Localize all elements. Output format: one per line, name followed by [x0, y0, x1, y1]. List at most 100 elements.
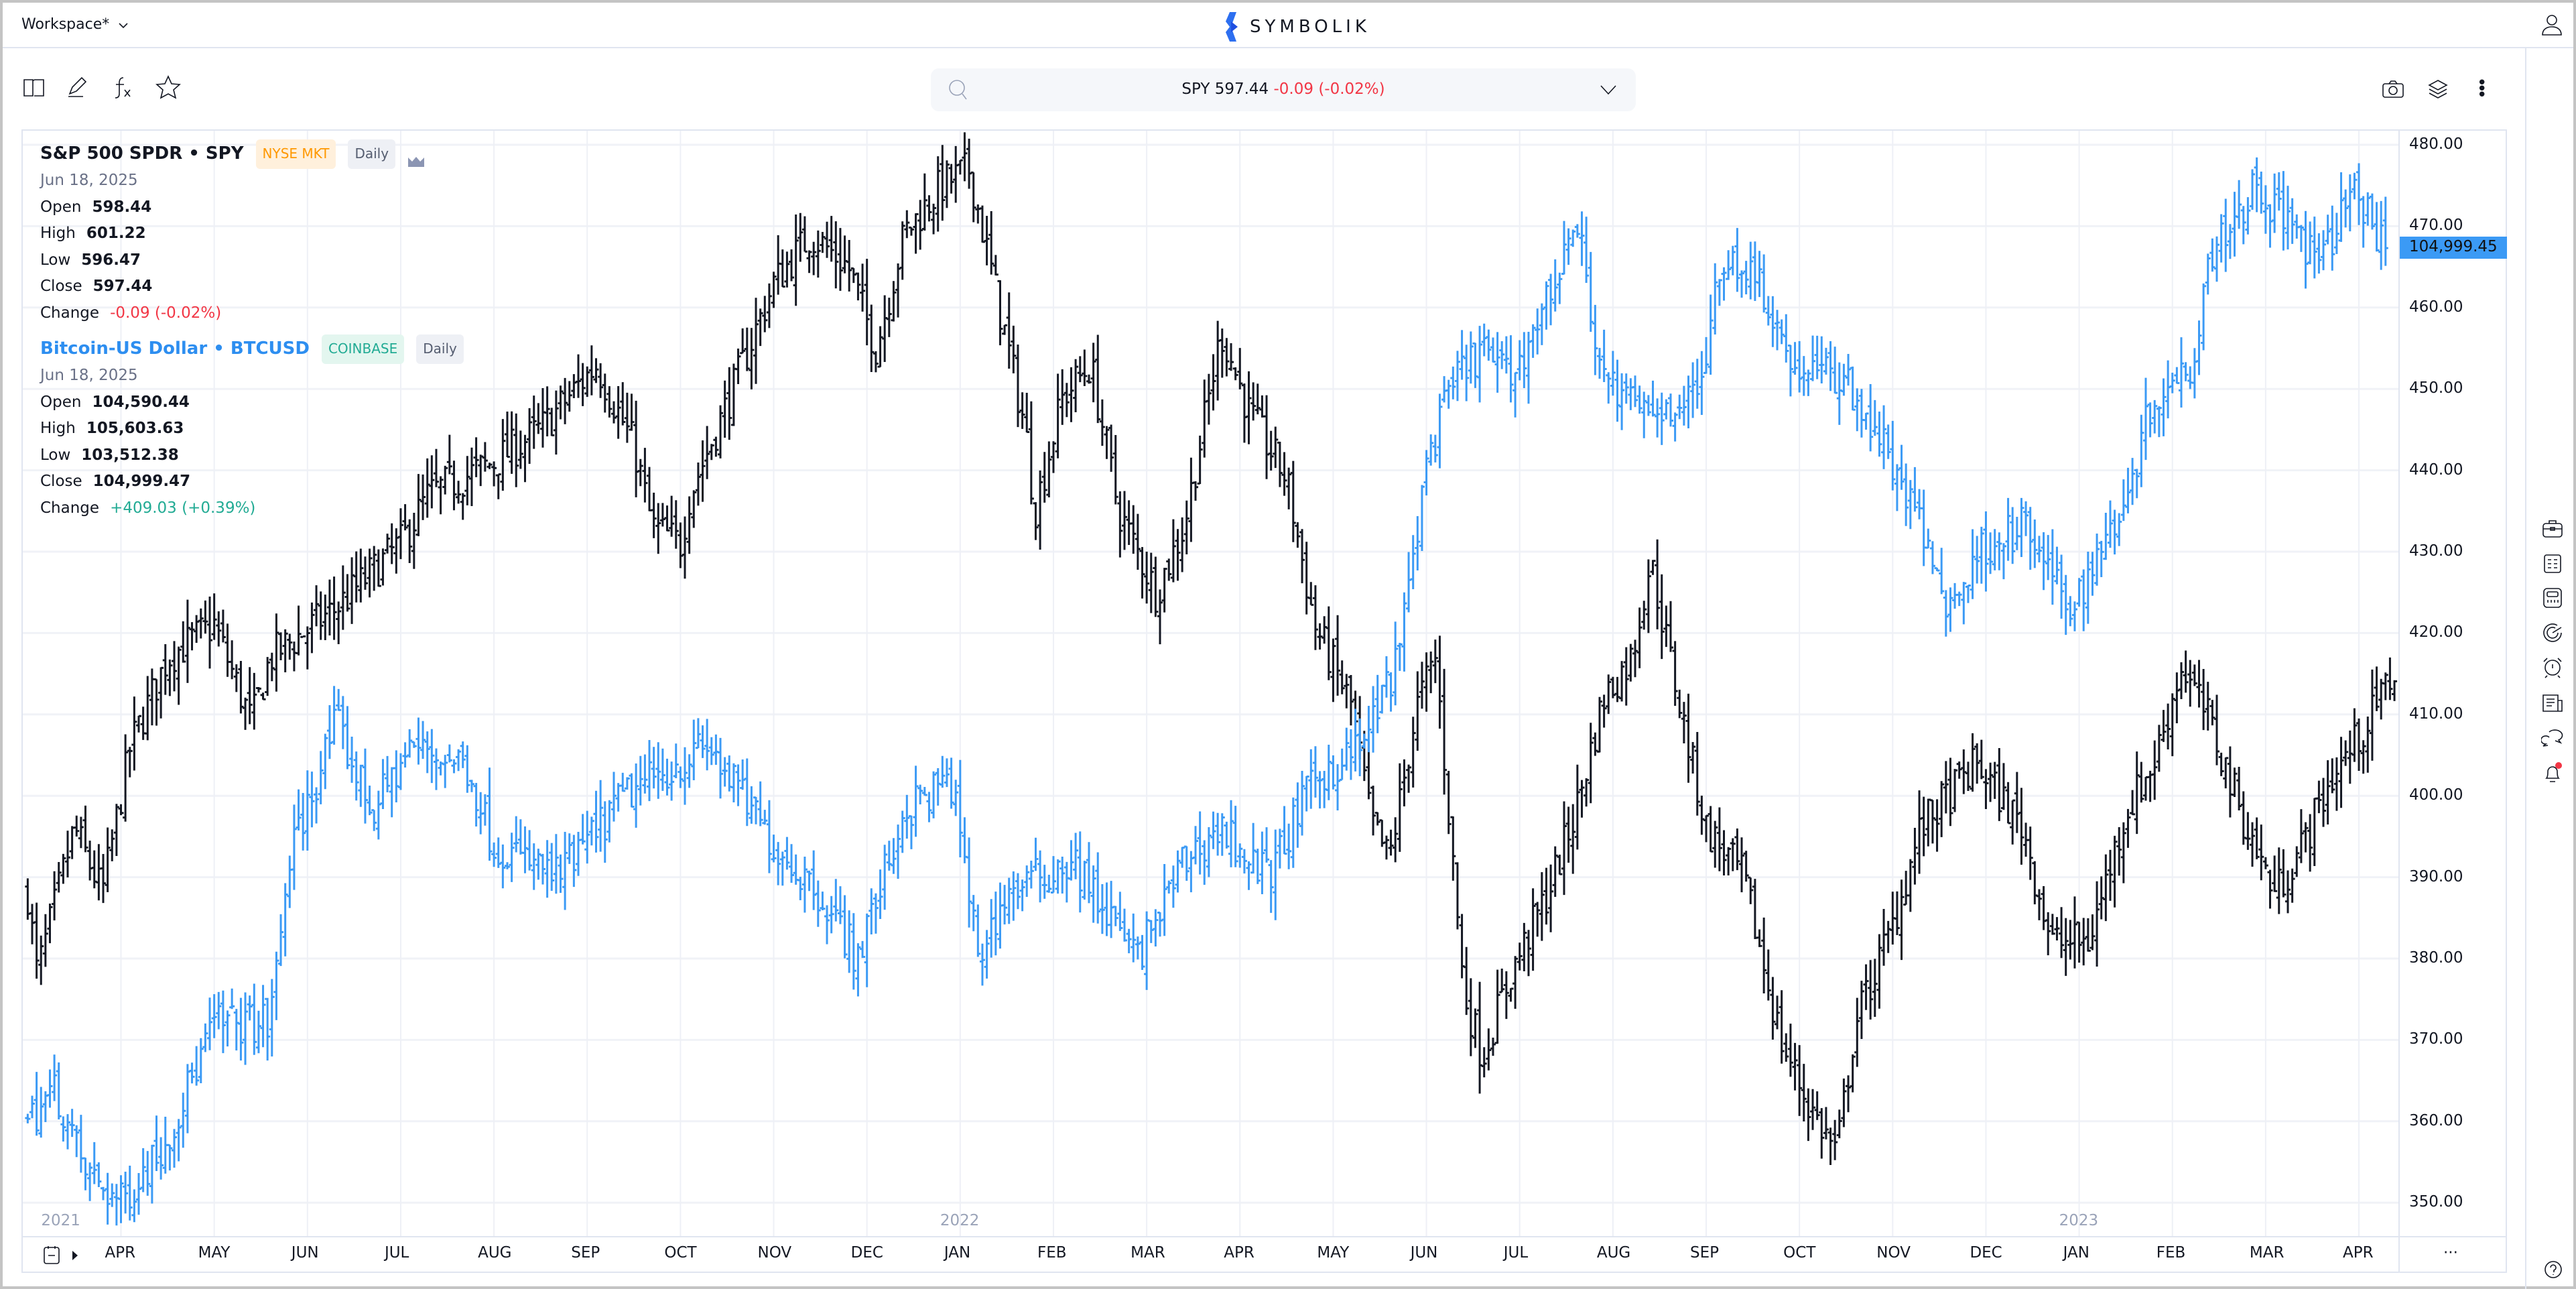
spy-ohlc-bar: [620, 382, 626, 426]
legend-btc-title-row[interactable]: Bitcoin-US Dollar • BTCUSD COINBASE Dail…: [40, 334, 464, 364]
btc-ohlc-bar: [895, 824, 901, 879]
btc-ohlc-bar: [1641, 391, 1647, 438]
spy-ohlc-bar: [367, 548, 373, 598]
play-icon[interactable]: [72, 1251, 78, 1260]
chevron-down-icon[interactable]: [1600, 84, 1617, 95]
spy-ohlc-bar: [64, 831, 70, 877]
time-axis-border: [21, 1236, 2507, 1237]
chat-icon[interactable]: [2540, 725, 2564, 748]
btc-ohlc-bar: [1898, 444, 1905, 490]
btc-ohlc-bar: [1254, 849, 1261, 884]
month-tick-label: NOV: [757, 1244, 792, 1262]
spy-ohlc-bar: [1996, 748, 2002, 821]
btc-ohlc-bar: [944, 758, 950, 788]
btc-ohlc-bar: [730, 763, 736, 802]
spy-ohlc-bar: [1428, 652, 1434, 694]
watchlist-icon[interactable]: [2541, 552, 2564, 575]
spy-ohlc-bar: [1610, 676, 1616, 698]
spy-ohlc-bar: [2134, 751, 2140, 835]
news-icon[interactable]: [2541, 691, 2564, 714]
user-icon[interactable]: [2541, 13, 2563, 36]
btc-ohlc-bar: [1348, 729, 1354, 780]
spy-ohlc-bar: [877, 326, 883, 368]
calendar-icon[interactable]: [43, 1245, 60, 1265]
spy-ohlc-bar: [908, 227, 914, 236]
spy-ohlc-bar: [1246, 371, 1252, 444]
btc-ohlc-bar: [775, 842, 781, 885]
spy-ohlc-bar: [1797, 1045, 1803, 1116]
spy-ohlc-bar: [2049, 914, 2055, 935]
quote-price: 597.44: [1214, 80, 1269, 98]
btc-ohlc-bar: [473, 783, 479, 827]
btc-ohlc-bar: [2085, 552, 2091, 624]
spy-ohlc-bar: [1423, 652, 1429, 712]
function-icon[interactable]: [113, 75, 135, 101]
btc-ohlc-bar: [1721, 267, 1727, 301]
book-icon[interactable]: [23, 78, 46, 98]
high-value: 601.22: [86, 225, 146, 242]
chart-panel[interactable]: [21, 129, 2507, 1273]
btc-ohlc-bar: [553, 834, 559, 894]
spy-ohlc-bar: [744, 327, 750, 371]
spy-ohlc-bar: [2289, 868, 2295, 903]
spy-ohlc-bar: [1259, 395, 1265, 418]
workspace-menu[interactable]: Workspace*: [21, 16, 129, 33]
btc-ohlc-bar: [211, 994, 217, 1038]
spy-ohlc-bar: [309, 602, 315, 654]
spy-ohlc-bar: [1858, 981, 1864, 1040]
spy-ohlc-bar: [828, 216, 834, 262]
open-value: 104,590.44: [92, 393, 190, 411]
radar-icon[interactable]: [2541, 621, 2564, 644]
btc-ohlc-bar: [1868, 384, 1874, 452]
btc-ohlc-bar: [1699, 351, 1705, 416]
month-tick-label: JAN: [2063, 1244, 2089, 1262]
btc-ohlc-bar: [1885, 424, 1891, 459]
month-tick-label: JUN: [291, 1244, 319, 1262]
pencil-icon[interactable]: [66, 75, 90, 99]
legend-spy-title-row[interactable]: S&P 500 SPDR • SPY NYSE MKT Daily: [40, 139, 464, 169]
spy-ohlc-bar: [1410, 717, 1416, 788]
spy-ohlc-bar: [842, 235, 848, 273]
btc-ohlc-bar: [611, 772, 617, 822]
btc-ohlc-bar: [2360, 196, 2366, 248]
btc-ohlc-bar: [2289, 198, 2295, 244]
symbol-search[interactable]: SPY 597.44 -0.09 (-0.02%): [931, 68, 1636, 111]
btc-ohlc-bar: [2240, 206, 2246, 245]
spy-ohlc-bar: [243, 697, 249, 730]
btc-ohlc-bar: [1921, 489, 1927, 566]
btc-ohlc-bar: [1148, 920, 1154, 943]
spy-ohlc-bar: [1548, 864, 1554, 932]
calculator-icon[interactable]: [2541, 587, 2564, 609]
alarm-icon[interactable]: [2541, 656, 2564, 678]
spy-ohlc-bar: [1917, 790, 1923, 874]
spy-ohlc-bar: [101, 854, 107, 904]
briefcase-icon[interactable]: [2541, 517, 2564, 540]
spy-ohlc-bar: [846, 240, 852, 292]
spy-ohlc-bar: [1521, 922, 1527, 972]
spy-ohlc-bar: [1499, 969, 1505, 993]
btc-ohlc-bar: [593, 790, 599, 853]
help-icon[interactable]: [2544, 1260, 2563, 1279]
spy-ohlc-bar: [1232, 367, 1238, 381]
btc-ohlc-bar: [659, 748, 665, 791]
time-axis-more[interactable]: ···: [2443, 1244, 2458, 1262]
top-bar: Workspace* SYMBOLIK: [3, 3, 2573, 48]
more-icon[interactable]: • • •: [2477, 73, 2488, 105]
price-chart[interactable]: [23, 131, 2506, 1272]
btc-ohlc-bar: [873, 893, 879, 934]
btc-ohlc-bar: [1588, 251, 1594, 332]
camera-icon[interactable]: [2382, 80, 2404, 98]
btc-ohlc-bar: [904, 794, 910, 839]
btc-ohlc-bar: [407, 729, 413, 758]
btc-ohlc-bar: [1477, 326, 1483, 403]
spy-ohlc-bar: [940, 145, 946, 221]
bell-icon[interactable]: [2541, 761, 2564, 784]
spy-ohlc-bar: [1690, 742, 1696, 774]
btc-ohlc-bar: [247, 995, 253, 1021]
quote-symbol: SPY: [1181, 80, 1210, 98]
btc-ohlc-bar: [801, 856, 808, 913]
btc-ohlc-bar: [1241, 849, 1247, 874]
star-icon[interactable]: [155, 75, 181, 99]
spy-ohlc-bar: [1623, 647, 1629, 706]
layers-icon[interactable]: [2428, 79, 2448, 99]
